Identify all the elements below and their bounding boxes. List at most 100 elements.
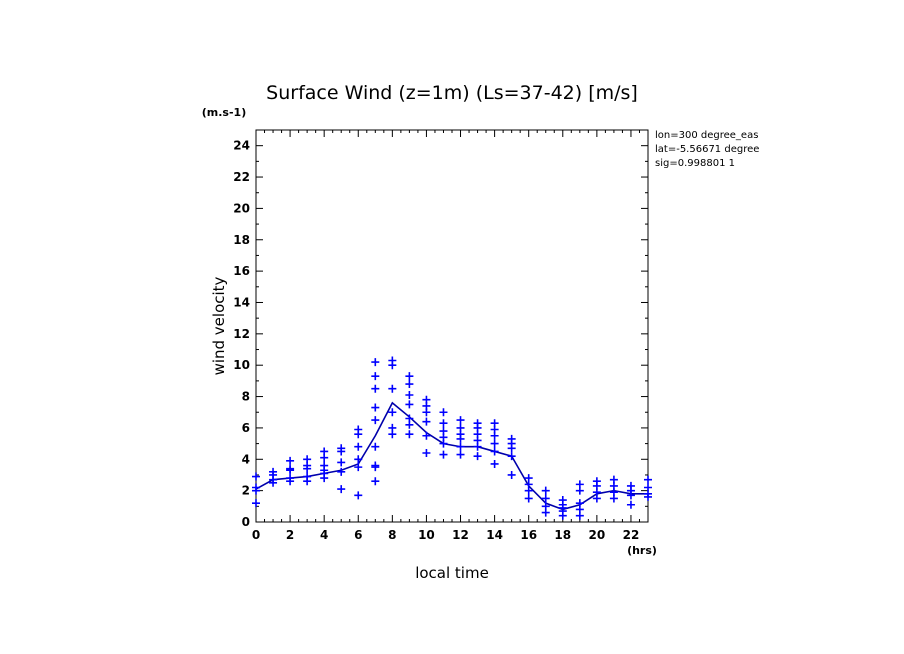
data-layer: [252, 356, 652, 520]
data-point-marker: [405, 400, 414, 409]
data-point-marker: [252, 483, 260, 492]
x-tick-label: 2: [286, 528, 294, 542]
data-point-marker: [507, 434, 516, 443]
data-point-marker: [439, 419, 448, 428]
data-point-marker: [456, 416, 465, 425]
data-point-marker: [541, 502, 550, 511]
data-point-marker: [354, 442, 363, 451]
plot-frame: [255, 129, 649, 523]
y-tick-label: 24: [233, 139, 250, 153]
y-tick-label: 2: [242, 484, 250, 498]
y-tick-label: 20: [233, 201, 250, 215]
y-tick-label: 0: [242, 515, 250, 529]
data-point-marker: [405, 380, 414, 389]
data-point-marker: [405, 372, 414, 381]
x-tick-label: 10: [418, 528, 435, 542]
data-point-marker: [422, 431, 431, 440]
data-point-marker: [354, 455, 363, 464]
data-point-marker: [456, 450, 465, 459]
info-lon: lon=300 degree_eas: [655, 130, 758, 141]
data-point-marker: [286, 464, 295, 473]
x-units-label: (hrs): [627, 544, 657, 557]
data-point-marker: [337, 467, 346, 476]
data-point-marker: [405, 414, 414, 423]
x-tick-label: 6: [354, 528, 362, 542]
data-point-marker: [388, 384, 397, 393]
data-point-marker: [354, 425, 363, 434]
data-point-marker: [490, 459, 499, 468]
y-tick-label: 22: [233, 170, 250, 184]
y-tick-label: 6: [242, 421, 250, 435]
data-point-marker: [439, 408, 448, 417]
x-tick-label: 4: [320, 528, 328, 542]
data-point-marker: [371, 442, 380, 451]
data-point-marker: [541, 494, 550, 503]
data-point-marker: [320, 447, 329, 456]
y-axis-title: wind velocity: [210, 276, 228, 375]
data-point-marker: [422, 395, 431, 404]
x-tick-label: 22: [623, 528, 640, 542]
chart-title: Surface Wind (z=1m) (Ls=37-42) [m/s]: [266, 82, 638, 104]
data-point-marker: [422, 449, 431, 458]
data-point-marker: [320, 461, 329, 470]
data-point-marker: [456, 423, 465, 432]
data-point-marker: [388, 423, 397, 432]
x-axis: 0 2 4 6 8 10 12 14 16 18 20 22: [252, 130, 649, 542]
data-point-marker: [371, 461, 380, 470]
data-point-marker: [439, 450, 448, 459]
data-point-marker: [473, 452, 482, 461]
data-point-marker: [405, 430, 414, 439]
data-point-marker: [371, 358, 380, 367]
x-tick-label: 16: [520, 528, 537, 542]
data-point-marker: [490, 447, 499, 456]
data-point-marker: [644, 483, 652, 492]
data-point-marker: [439, 427, 448, 436]
x-tick-label: 12: [452, 528, 469, 542]
data-point-marker: [507, 470, 516, 479]
data-point-marker: [303, 472, 312, 481]
y-tick-label: 4: [242, 452, 250, 466]
data-point-marker: [541, 486, 550, 495]
data-point-marker: [626, 500, 635, 509]
data-point-marker: [609, 475, 618, 484]
data-point-marker: [575, 499, 584, 508]
data-point-marker: [456, 442, 465, 451]
data-point-marker: [507, 452, 516, 461]
x-tick-label: 18: [554, 528, 571, 542]
x-tick-label: 0: [252, 528, 260, 542]
y-tick-label: 8: [242, 390, 250, 404]
info-lat: lat=-5.56671 degree: [655, 144, 759, 155]
y-tick-label: 14: [233, 295, 250, 309]
data-point-marker: [490, 439, 499, 448]
data-point-marker: [354, 491, 363, 500]
data-point-marker: [337, 444, 346, 453]
data-point-marker: [473, 419, 482, 428]
data-point-marker: [644, 475, 652, 484]
data-point-marker: [592, 477, 601, 486]
data-point-marker: [371, 403, 380, 412]
data-point-marker: [337, 458, 346, 467]
data-point-marker: [405, 390, 414, 399]
data-point-marker: [524, 474, 533, 483]
data-point-marker: [558, 496, 567, 505]
x-tick-label: 14: [486, 528, 503, 542]
data-point-marker: [371, 384, 380, 393]
data-point-marker: [490, 419, 499, 428]
y-tick-label: 16: [233, 264, 250, 278]
data-point-marker: [252, 472, 260, 481]
y-tick-label: 10: [233, 358, 250, 372]
data-point-marker: [337, 485, 346, 494]
data-point-marker: [524, 494, 533, 503]
x-axis-title: local time: [415, 564, 489, 582]
y-units-label: (m.s-1): [202, 106, 246, 119]
data-point-marker: [422, 417, 431, 426]
mean-wind-line: [255, 401, 648, 511]
data-point-marker: [371, 372, 380, 381]
y-tick-label: 18: [233, 233, 250, 247]
data-point-marker: [371, 416, 380, 425]
data-point-marker: [269, 467, 278, 476]
data-point-marker: [303, 455, 312, 464]
data-point-marker: [626, 481, 635, 490]
